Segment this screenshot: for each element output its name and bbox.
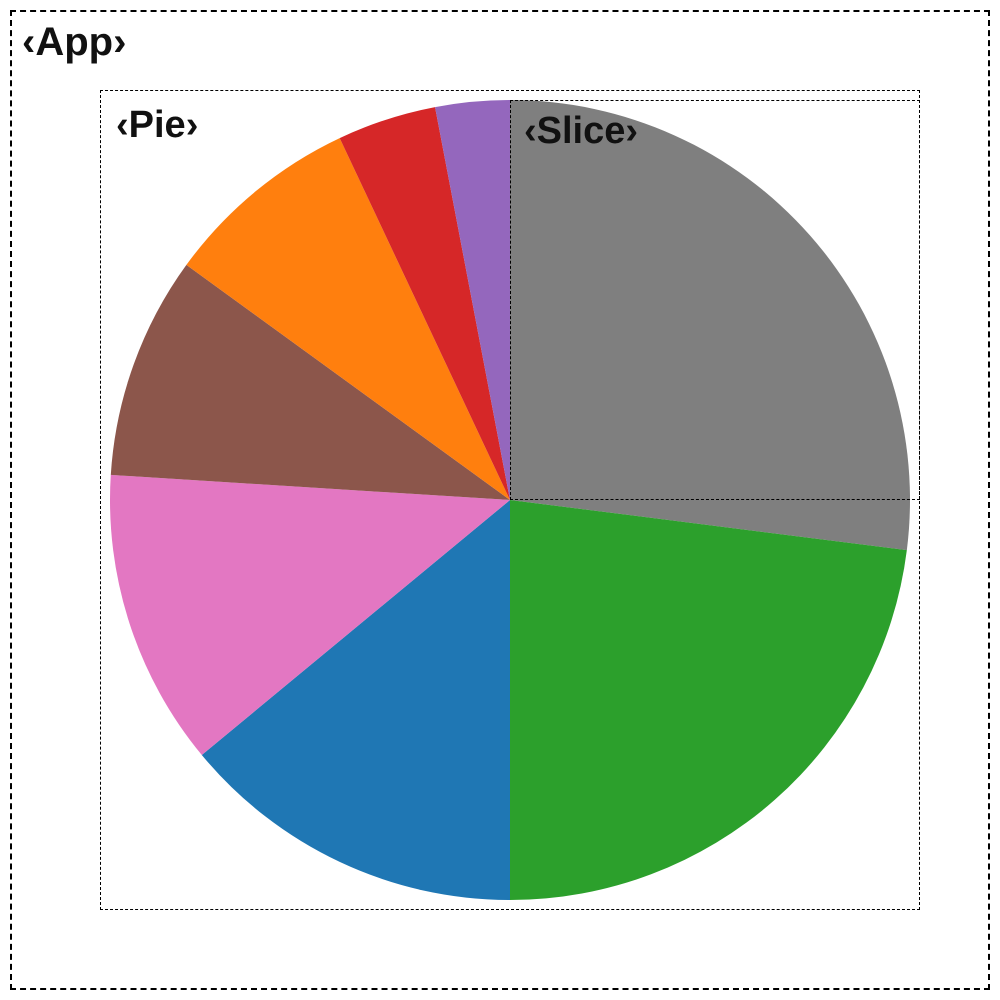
slice-frame-label: ‹Slice› xyxy=(524,112,638,150)
pie-frame-label: ‹Pie› xyxy=(116,106,198,144)
app-frame-label: ‹App› xyxy=(22,22,126,62)
slice-frame xyxy=(510,100,920,500)
